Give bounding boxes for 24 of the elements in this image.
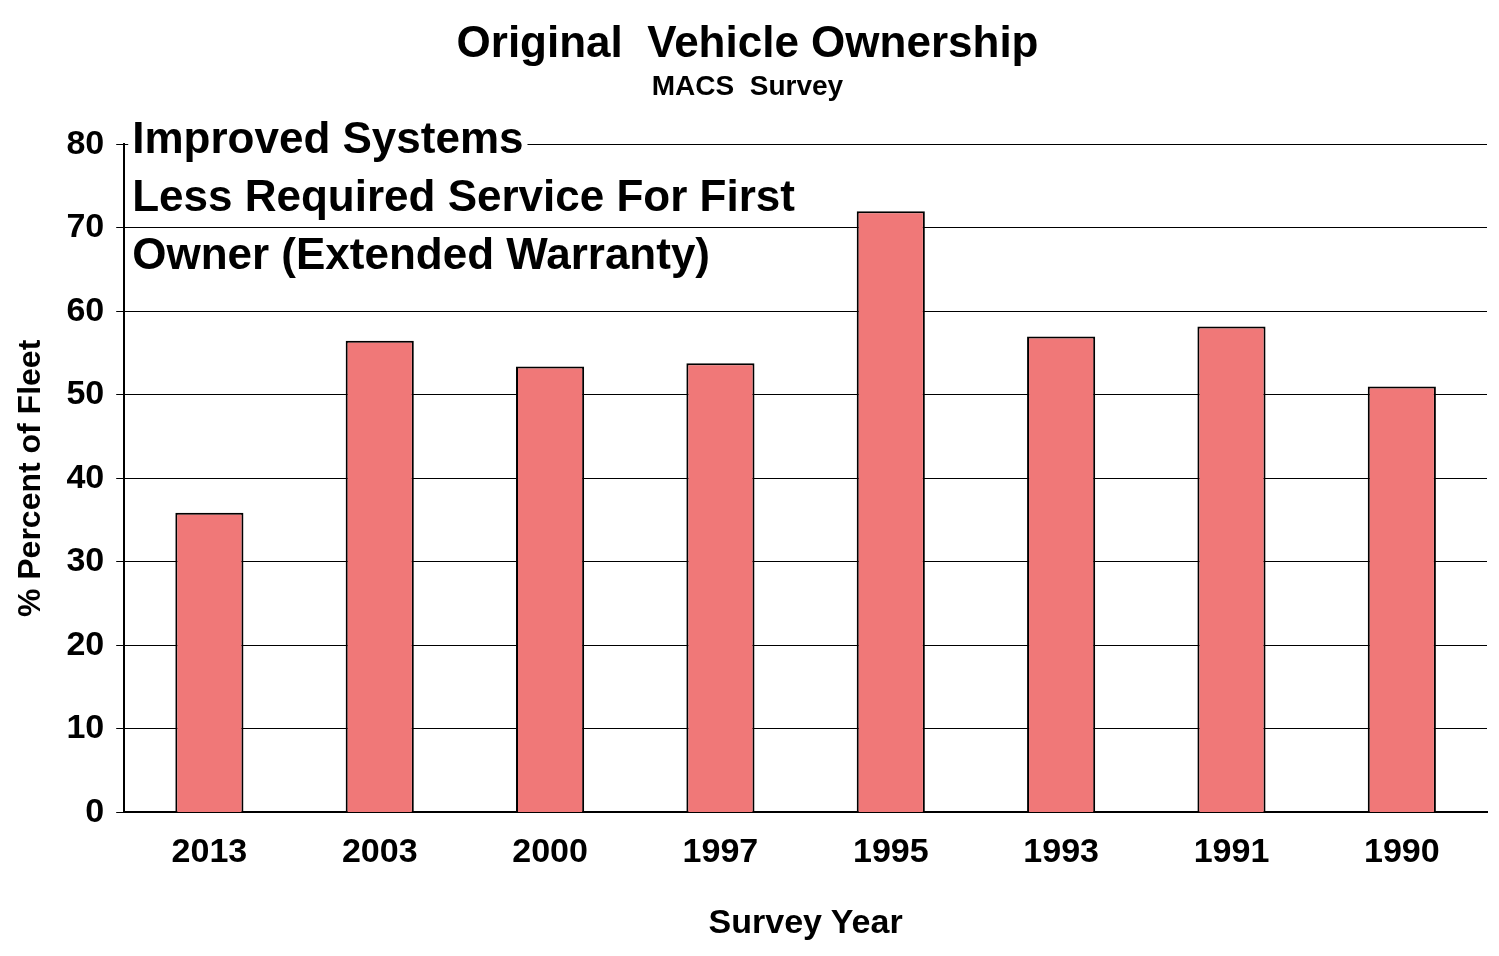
x-tick-label: 1995 (852, 831, 929, 870)
y-tick-label: 0 (85, 790, 105, 829)
x-tick-label: 1997 (682, 831, 759, 870)
y-axis-title: % Percent of Fleet (11, 339, 48, 618)
y-tick-label: 80 (66, 122, 105, 161)
annotation: Owner (Extended Warranty) (132, 228, 711, 278)
x-tick-label: 1991 (1193, 831, 1270, 870)
y-tick-label: 70 (66, 206, 105, 245)
y-tick-label: 20 (66, 623, 105, 662)
chart-subtitle: MACS Survey (651, 70, 844, 102)
x-tick-label: 1990 (1364, 831, 1440, 870)
annotation: Improved Systems (132, 112, 524, 162)
x-tick-label: 2013 (171, 831, 248, 870)
annotation: Less Required Service For First (132, 170, 796, 220)
x-tick-label: 2003 (341, 831, 418, 870)
y-tick-label: 10 (66, 707, 105, 746)
x-axis-title: Survey Year (708, 901, 903, 940)
y-tick-label: 60 (66, 289, 105, 328)
x-tick-label: 2000 (512, 831, 588, 870)
chart-title: Original Vehicle Ownership (456, 16, 1039, 66)
y-tick-label: 40 (66, 456, 105, 495)
y-tick-label: 30 (66, 540, 105, 579)
x-tick-label: 1993 (1023, 831, 1099, 870)
y-tick-label: 50 (66, 373, 105, 412)
